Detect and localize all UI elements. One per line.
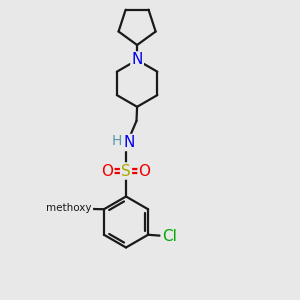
Text: H: H (111, 134, 122, 148)
Text: methoxy: methoxy (46, 203, 92, 213)
Text: O: O (101, 164, 113, 178)
Text: Cl: Cl (162, 229, 176, 244)
Text: O: O (139, 164, 151, 178)
Text: N: N (131, 52, 143, 68)
Text: O: O (81, 201, 92, 215)
Text: N: N (124, 135, 135, 150)
Text: S: S (121, 164, 131, 178)
